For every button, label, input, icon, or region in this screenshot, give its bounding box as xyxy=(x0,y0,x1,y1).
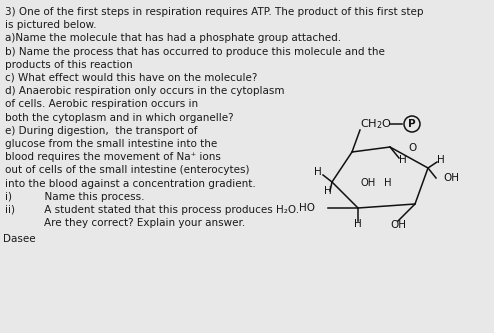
Text: glucose from the small intestine into the: glucose from the small intestine into th… xyxy=(5,139,217,149)
Text: H: H xyxy=(399,155,407,165)
Text: Dasee: Dasee xyxy=(3,234,36,244)
Text: CH$_2$O: CH$_2$O xyxy=(360,117,392,131)
Text: H: H xyxy=(384,178,392,188)
Text: 3) One of the first steps in respiration requires ATP. The product of this first: 3) One of the first steps in respiration… xyxy=(5,7,423,17)
Text: out of cells of the small intestine (enterocytes): out of cells of the small intestine (ent… xyxy=(5,166,249,175)
Text: of cells. Aerobic respiration occurs in: of cells. Aerobic respiration occurs in xyxy=(5,99,198,110)
Text: H: H xyxy=(437,155,445,165)
Text: OH: OH xyxy=(390,220,406,230)
Text: P: P xyxy=(408,119,416,129)
Text: Are they correct? Explain your answer.: Are they correct? Explain your answer. xyxy=(5,218,245,228)
Text: H: H xyxy=(354,219,362,229)
Text: OH: OH xyxy=(361,178,375,188)
Text: d) Anaerobic respiration only occurs in the cytoplasm: d) Anaerobic respiration only occurs in … xyxy=(5,86,285,96)
Text: products of this reaction: products of this reaction xyxy=(5,60,132,70)
Text: H: H xyxy=(314,167,322,177)
Text: HO: HO xyxy=(299,203,315,213)
Text: both the cytoplasm and in which organelle?: both the cytoplasm and in which organell… xyxy=(5,113,234,123)
Text: blood requires the movement of Na⁺ ions: blood requires the movement of Na⁺ ions xyxy=(5,152,221,162)
Text: H: H xyxy=(324,186,332,196)
Text: i)          Name this process.: i) Name this process. xyxy=(5,192,145,202)
Text: OH: OH xyxy=(443,173,459,183)
Text: b) Name the process that has occurred to produce this molecule and the: b) Name the process that has occurred to… xyxy=(5,47,385,57)
Text: e) During digestion,  the transport of: e) During digestion, the transport of xyxy=(5,126,198,136)
Text: c) What effect would this have on the molecule?: c) What effect would this have on the mo… xyxy=(5,73,257,83)
Text: into the blood against a concentration gradient.: into the blood against a concentration g… xyxy=(5,178,256,188)
Text: ii)         A student stated that this process produces H₂O.: ii) A student stated that this process p… xyxy=(5,205,299,215)
Text: O: O xyxy=(408,143,416,153)
Text: is pictured below.: is pictured below. xyxy=(5,20,96,30)
Text: a)Name the molecule that has had a phosphate group attached.: a)Name the molecule that has had a phosp… xyxy=(5,33,341,43)
